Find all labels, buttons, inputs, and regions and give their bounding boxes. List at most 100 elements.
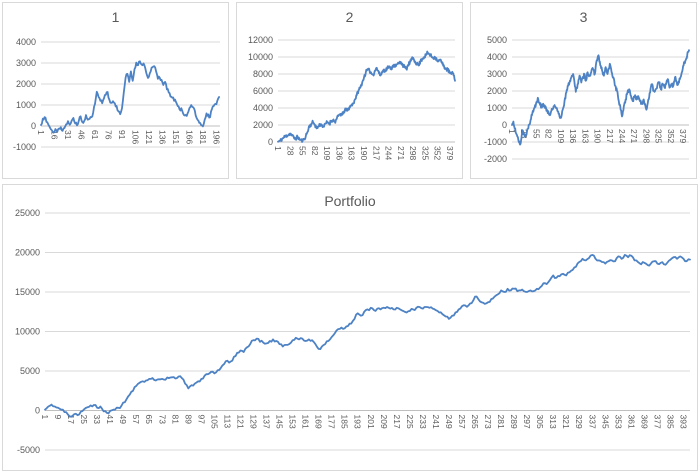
x-axis-tick-label: 190 (359, 146, 369, 160)
x-axis-tick-label: 105 (209, 415, 219, 429)
x-axis-tick-label: 136 (334, 146, 344, 160)
x-axis-tick-label: 82 (310, 146, 320, 156)
x-axis-tick-label: 81 (170, 415, 180, 425)
x-axis-tick-label: 325 (420, 146, 430, 160)
y-axis-tick-label: 5000 (487, 35, 507, 45)
chart-1-plot: 4000 3000 2000 1000 0 -1000 1 16 31 46 61 76 91 106 12… (13, 37, 221, 152)
y-axis-tick-label: 4000 (16, 37, 36, 47)
portfolio-chart-plot: 25000 20000 15000 10000 5000 0 -5000 1 9 17 25 33 41… (15, 208, 691, 455)
y-axis-tick-label: 1000 (16, 100, 36, 110)
x-axis-tick-label: 298 (641, 129, 651, 143)
x-axis-tick-label: 379 (678, 129, 688, 143)
x-axis-tick-label: 1 (36, 130, 46, 135)
x-axis-tick-label: 121 (235, 415, 245, 429)
y-axis-tick-label: 12000 (248, 35, 273, 45)
x-axis-tick-label: 217 (392, 415, 402, 429)
series-line (511, 49, 690, 146)
series-line (44, 254, 691, 418)
y-axis-tick-label: 15000 (15, 287, 40, 297)
chart-2-panel[interactable]: 2 12000 10000 8000 6000 4000 2000 0 1 28 55 82 109 1… (236, 2, 463, 179)
small-charts-row: 1 4000 3000 2000 1000 0 -1000 1 16 31 46 61 76 91 106… (2, 2, 698, 179)
x-axis-tick-label: 201 (366, 415, 376, 429)
x-axis-tick-label: 97 (196, 415, 206, 425)
chart-1-panel[interactable]: 1 4000 3000 2000 1000 0 -1000 1 16 31 46 61 76 91 106… (2, 2, 229, 179)
x-axis-tick-label: 271 (629, 129, 639, 143)
x-axis-tick-label: 49 (118, 415, 128, 425)
portfolio-chart-panel[interactable]: Portfolio 25000 20000 15000 10000 5000 0 -5000… (2, 184, 698, 471)
x-axis-tick-label: 196 (211, 130, 221, 144)
y-axis-tick-label: 10000 (248, 52, 273, 62)
y-axis-tick-label: -1000 (484, 137, 507, 147)
x-axis-tick-label: 28 (285, 146, 295, 156)
x-axis-tick-label: 377 (652, 415, 662, 429)
y-axis-tick-label: 0 (35, 406, 40, 416)
x-axis-tick-label: 73 (157, 415, 167, 425)
x-axis-tick-label: 271 (396, 146, 406, 160)
x-axis-tick-label: 369 (639, 415, 649, 429)
x-axis-tick-label: 65 (144, 415, 154, 425)
x-axis-tick-label: 298 (408, 146, 418, 160)
x-axis-tick-label: 217 (371, 146, 381, 160)
x-axis-tick-label: 249 (444, 415, 454, 429)
x-axis-tick-label: 113 (222, 415, 232, 429)
x-axis-tick-label: 313 (548, 415, 558, 429)
y-axis-tick-label: 0 (268, 137, 273, 147)
x-axis-tick-label: 41 (105, 415, 115, 425)
y-axis-tick-label: 5000 (20, 366, 40, 376)
x-axis-tick-label: 31 (63, 130, 73, 140)
x-axis-tick-label: 145 (275, 415, 285, 429)
y-axis-tick-label: 25000 (15, 208, 40, 218)
x-axis-tick-label: 321 (561, 415, 571, 429)
x-axis-tick-label: 181 (198, 130, 208, 144)
x-axis-tick-label: 281 (496, 415, 506, 429)
y-axis-tick-label: 8000 (253, 69, 273, 79)
chart-2-plot: 12000 10000 8000 6000 4000 2000 01 28 55 82 109 136… (248, 35, 456, 160)
x-axis-tick-label: 217 (605, 129, 615, 143)
x-axis-tick-label: 109 (556, 129, 566, 143)
x-axis-tick-label: 385 (665, 415, 675, 429)
y-axis-tick-label: -1000 (13, 142, 36, 152)
series-line (40, 60, 221, 134)
x-axis-tick-label: 163 (347, 146, 357, 160)
x-axis-tick-label: 1 (273, 146, 283, 151)
x-axis-tick-label: 209 (379, 415, 389, 429)
y-axis-tick-label: 10000 (15, 327, 40, 337)
chart-3-panel[interactable]: 3 5000 4000 3000 2000 1000 0 -1000 -2000 1 28 55 82… (470, 2, 697, 179)
x-axis-tick-label: 289 (509, 415, 519, 429)
x-axis-tick-label: 393 (678, 415, 688, 429)
series-line (277, 50, 456, 143)
x-axis-tick-label: 352 (666, 129, 676, 143)
x-axis-tick-label: 151 (171, 130, 181, 144)
x-axis-tick-label: 244 (617, 129, 627, 143)
x-axis-tick-label: 166 (184, 130, 194, 144)
y-axis-tick-label: 2000 (487, 86, 507, 96)
x-axis-tick-label: 89 (183, 415, 193, 425)
x-axis-tick-label: 16 (49, 130, 59, 140)
x-axis-tick-label: 329 (574, 415, 584, 429)
x-axis-tick-label: 379 (445, 146, 455, 160)
x-axis-tick-label: 190 (593, 129, 603, 143)
y-axis-tick-label: 0 (31, 121, 36, 131)
x-axis-tick-label: 106 (130, 130, 140, 144)
x-axis-tick-label: 325 (654, 129, 664, 143)
x-axis-tick-label: 109 (322, 146, 332, 160)
y-axis-tick-label: 20000 (15, 248, 40, 258)
x-axis-tick-label: 91 (117, 130, 127, 140)
x-axis-tick-label: 129 (248, 415, 258, 429)
x-axis-tick-label: 163 (580, 129, 590, 143)
y-axis-tick-label: 6000 (253, 86, 273, 96)
x-axis-tick-label: 136 (568, 129, 578, 143)
x-axis-tick-label: 153 (288, 415, 298, 429)
x-axis-tick-label: 1 (40, 415, 50, 420)
x-axis-tick-label: 361 (626, 415, 636, 429)
y-axis-tick-label: 3000 (16, 58, 36, 68)
y-axis-tick-label: 1000 (487, 103, 507, 113)
y-axis-tick-label: 3000 (487, 69, 507, 79)
x-axis-tick-label: 241 (431, 415, 441, 429)
x-axis-tick-label: 297 (522, 415, 532, 429)
y-axis-tick-label: 4000 (487, 52, 507, 62)
x-axis-tick-label: 185 (340, 415, 350, 429)
x-axis-tick-label: 305 (535, 415, 545, 429)
